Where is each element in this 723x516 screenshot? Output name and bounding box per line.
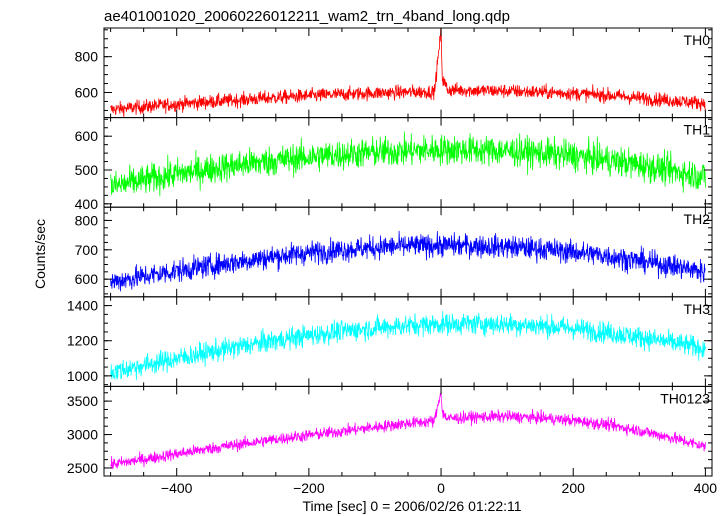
y-tick-label: 1200 bbox=[67, 333, 98, 349]
x-tick-label: 200 bbox=[562, 480, 586, 496]
y-tick-label: 1400 bbox=[67, 298, 98, 314]
panel-label-th0123: TH0123 bbox=[660, 390, 710, 406]
x-tick-label: 0 bbox=[437, 480, 445, 496]
panel-th0123: 2500 3000 3500 TH0123 bbox=[67, 385, 713, 477]
panel-stack: 600 800 TH0 400 500 600 TH1 600 700 800 TH2 1000 120… bbox=[67, 27, 713, 477]
y-tick-label: 400 bbox=[75, 196, 99, 212]
y-tick-label: 600 bbox=[75, 271, 99, 287]
panel-th0: 600 800 TH0 bbox=[75, 27, 713, 119]
x-axis: −400 −200 0 200 400 bbox=[161, 480, 717, 496]
panel-label-th1: TH1 bbox=[684, 122, 711, 138]
y-tick-label: 800 bbox=[75, 49, 99, 65]
y-tick-label: 3000 bbox=[67, 427, 98, 443]
y-tick-label: 500 bbox=[75, 162, 99, 178]
panel-label-th0: TH0 bbox=[684, 32, 711, 48]
y-axis-title: Counts/sec bbox=[32, 219, 48, 289]
panel-frame bbox=[103, 385, 713, 477]
panel-th1: 400 500 600 TH1 bbox=[75, 117, 713, 212]
panel-label-th3: TH3 bbox=[684, 301, 711, 317]
series-line-th0123 bbox=[110, 392, 706, 470]
y-tick-label: 2500 bbox=[67, 460, 98, 476]
x-axis-title: Time [sec] 0 = 2006/02/26 01:22:11 bbox=[302, 498, 521, 514]
panel-label-th2: TH2 bbox=[684, 211, 711, 227]
chart-title: ae401001020_20060226012211_wam2_trn_4ban… bbox=[104, 8, 510, 25]
y-tick-label: 800 bbox=[75, 212, 99, 228]
y-tick-label: 3500 bbox=[67, 393, 98, 409]
x-tick-label: −200 bbox=[293, 480, 325, 496]
series-line-th2 bbox=[110, 230, 706, 292]
panel-th3: 1000 1200 1400 TH3 bbox=[67, 296, 713, 387]
x-tick-label: 400 bbox=[694, 480, 718, 496]
series-line-th3 bbox=[110, 311, 706, 381]
y-tick-label: 1000 bbox=[67, 368, 98, 384]
panel-frame bbox=[103, 27, 713, 119]
y-tick-label: 600 bbox=[75, 128, 99, 144]
series-line-th1 bbox=[110, 131, 706, 196]
y-tick-label: 700 bbox=[75, 242, 99, 258]
panel-th2: 600 700 800 TH2 bbox=[75, 206, 713, 298]
y-tick-label: 600 bbox=[75, 85, 99, 101]
x-tick-label: −400 bbox=[161, 480, 193, 496]
series-line-th0 bbox=[110, 28, 706, 118]
